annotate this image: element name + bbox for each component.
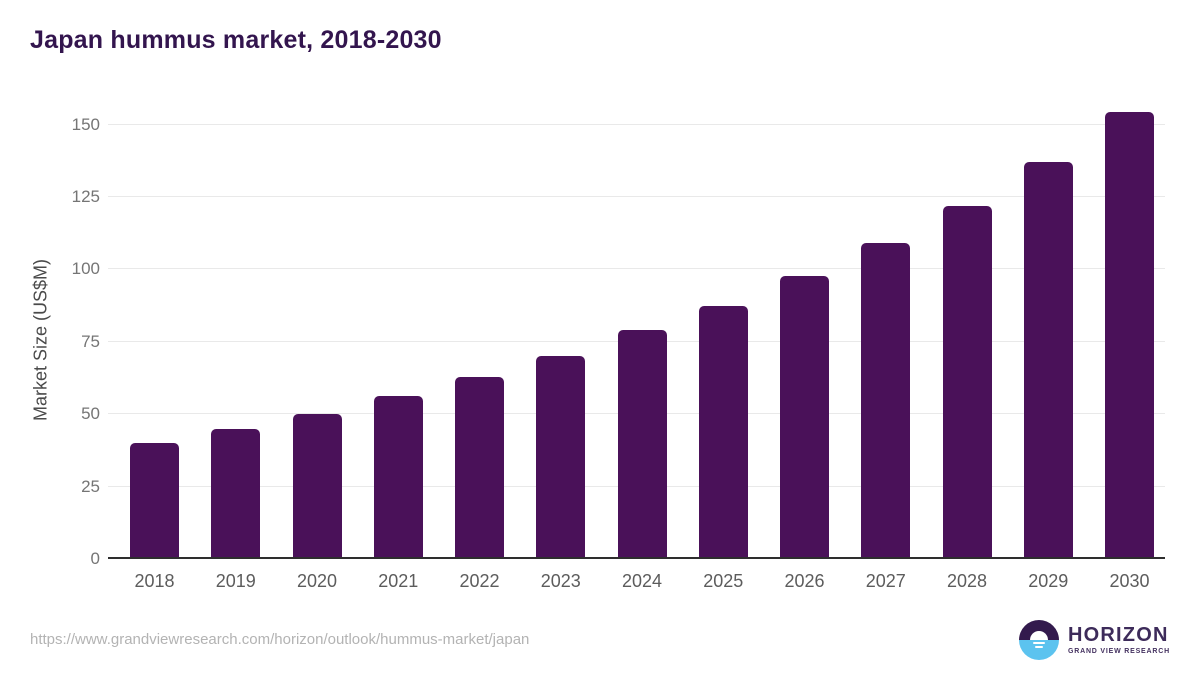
bar-chart-plot: 2018 2019 2020 2021 2022 2023 2024 2025 2026 2027…: [108, 100, 1165, 591]
y-tick-label-0: 0: [90, 549, 100, 568]
horizon-logo-text: HORIZON GRAND VIEW RESEARCH: [1068, 625, 1170, 655]
y-axis: 0 25 50 75 100 125 150: [0, 100, 100, 568]
gridline-125: [108, 196, 1165, 198]
bar-2027[interactable]: [861, 243, 911, 557]
y-tick-label-150: 150: [71, 114, 100, 134]
bar-2018[interactable]: [130, 443, 179, 557]
x-tick-label-2026: 2026: [784, 571, 825, 591]
x-axis-line: [108, 557, 1165, 559]
bar-2023[interactable]: [536, 356, 586, 557]
bar-2028[interactable]: [942, 205, 992, 557]
gridline-100: [108, 268, 1165, 270]
x-tick-label-2023: 2023: [540, 571, 581, 591]
bar-2026[interactable]: [780, 275, 829, 557]
x-tick-label-2029: 2029: [1028, 571, 1069, 591]
bar-2020[interactable]: [292, 414, 342, 557]
y-tick-label-25: 25: [81, 476, 100, 496]
horizon-logo: HORIZON GRAND VIEW RESEARCH: [1019, 620, 1170, 660]
y-tick-label-75: 75: [81, 331, 100, 351]
bar-2022[interactable]: [455, 376, 504, 557]
source-url: https://www.grandviewresearch.com/horizo…: [30, 631, 530, 648]
gridline-150: [108, 123, 1165, 125]
bar-2030[interactable]: [1105, 111, 1154, 557]
x-tick-label-2025: 2025: [703, 571, 744, 591]
y-tick-label-125: 125: [71, 187, 100, 206]
bar-2021[interactable]: [373, 395, 423, 557]
x-tick-label-2022: 2022: [459, 571, 500, 591]
y-tick-label-100: 100: [71, 259, 100, 279]
horizon-logo-icon: [1019, 620, 1059, 660]
x-tick-label-2024: 2024: [621, 571, 663, 591]
horizon-logo-name: HORIZON: [1068, 624, 1169, 646]
x-tick-label-2018: 2018: [134, 571, 175, 591]
x-tick-label-2028: 2028: [946, 571, 988, 591]
bar-2019[interactable]: [211, 428, 261, 557]
ripple-icon: [1033, 642, 1045, 644]
x-tick-label-2027: 2027: [865, 571, 906, 591]
x-tick-label-2020: 2020: [296, 571, 338, 591]
x-tick-label-2030: 2030: [1109, 571, 1150, 591]
chart-title: Japan hummus market, 2018-2030: [30, 26, 442, 54]
y-tick-label-50: 50: [81, 404, 100, 424]
sun-icon: [1030, 631, 1048, 640]
bar-2024[interactable]: [617, 330, 667, 557]
ripple-icon: [1035, 646, 1043, 648]
horizon-logo-subtitle: GRAND VIEW RESEARCH: [1068, 648, 1170, 655]
bar-2029[interactable]: [1023, 162, 1073, 557]
x-tick-label-2021: 2021: [378, 571, 419, 591]
bar-2025[interactable]: [698, 305, 748, 557]
x-tick-label-2019: 2019: [215, 571, 256, 591]
